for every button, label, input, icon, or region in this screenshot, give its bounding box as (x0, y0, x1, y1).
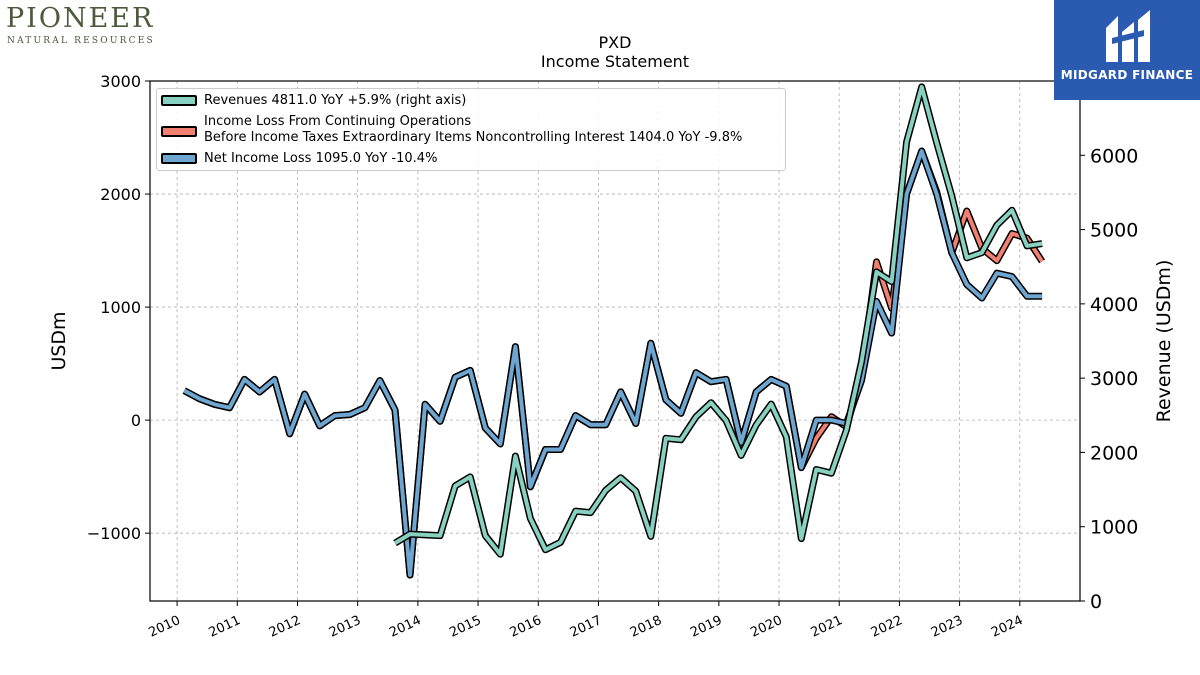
x-tick-label: 2023 (929, 613, 965, 641)
legend-swatch-revenues (161, 95, 197, 106)
legend-swatch-net-income (161, 153, 197, 164)
chart-legend: Revenues 4811.0 YoY +5.9% (right axis) I… (156, 88, 786, 171)
x-tick-label: 2015 (447, 613, 483, 641)
y-axis-label: USDm (48, 311, 70, 370)
series-outline-1 (182, 147, 1046, 579)
x-tick-label: 2018 (628, 613, 664, 641)
midgard-mark-icon (1106, 10, 1150, 62)
legend-label-net-income: Net Income Loss 1095.0 YoY -10.4% (204, 151, 438, 166)
x-tick-label: 2017 (568, 613, 604, 641)
x-tick-label: 2020 (748, 613, 784, 641)
midgard-finance-logo: MIDGARD FINANCE (1054, 0, 1200, 100)
legend-label-pretax-income-line2: Before Income Taxes Extraordinary Items … (204, 130, 743, 145)
y2-tick-label: 1000 (1090, 517, 1138, 539)
legend-label-pretax-income-line1: Income Loss From Continuing Operations (204, 114, 472, 129)
y2-tick-label: 6000 (1090, 145, 1138, 167)
legend-label-revenues: Revenues 4811.0 YoY +5.9% (right axis) (204, 93, 467, 108)
y-tick-label: −1000 (87, 524, 141, 543)
y2-axis-label: Revenue (USDm) (1153, 260, 1175, 423)
pioneer-logo: PIONEER NATURAL RESOURCES (6, 4, 166, 48)
y2-tick-label: 0 (1090, 591, 1102, 613)
series-outline-2 (182, 147, 1043, 579)
y-tick-label: 1000 (100, 298, 141, 317)
x-tick-label: 2012 (267, 613, 303, 641)
series-line-2 (183, 149, 1043, 577)
legend-swatch-pretax-income (161, 126, 197, 137)
y2-tick-label: 3000 (1090, 368, 1138, 390)
x-tick-label: 2010 (146, 613, 182, 641)
x-tick-label: 2024 (989, 613, 1025, 641)
chart-title: PXD (599, 33, 632, 52)
y2-tick-label: 2000 (1090, 442, 1138, 464)
chart-subtitle: Income Statement (541, 52, 689, 71)
y-tick-label: 3000 (100, 72, 141, 91)
x-tick-label: 2022 (869, 613, 905, 641)
midgard-logo-text: MIDGARD FINANCE (1060, 68, 1194, 82)
x-tick-label: 2013 (327, 613, 363, 641)
pioneer-logo-subtitle: NATURAL RESOURCES (7, 36, 155, 46)
series-line-0 (393, 84, 1043, 557)
x-tick-label: 2011 (207, 613, 243, 641)
series-line-1 (183, 149, 1044, 577)
plot-frame (149, 80, 1081, 602)
y-tick-label: 0 (131, 411, 141, 430)
x-tick-label: 2019 (688, 613, 724, 641)
y2-tick-label: 5000 (1090, 220, 1138, 242)
x-tick-label: 2016 (508, 613, 544, 641)
y2-tick-label: 4000 (1090, 294, 1138, 316)
x-tick-label: 2014 (387, 613, 423, 641)
pioneer-logo-name: PIONEER (6, 3, 155, 34)
y-tick-label: 2000 (100, 185, 141, 204)
x-tick-label: 2021 (809, 613, 845, 641)
